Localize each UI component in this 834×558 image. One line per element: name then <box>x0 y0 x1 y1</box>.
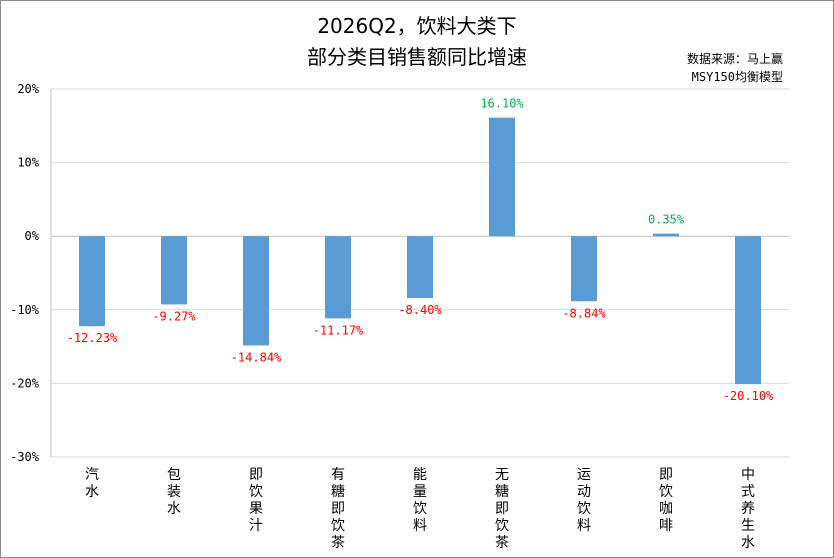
y-tick-label: -10% <box>10 303 40 317</box>
source-note-line2: MSY150均衡模型 <box>692 70 783 84</box>
data-label: -14.84% <box>231 350 282 364</box>
x-category-label: 即饮果汁 <box>249 467 263 534</box>
data-label: 0.35% <box>648 213 685 227</box>
source-note-line1: 数据来源：马上赢 <box>687 51 783 66</box>
x-category-label: 有糖即饮茶 <box>331 467 345 551</box>
data-label: -12.23% <box>67 331 118 345</box>
data-label: 16.10% <box>480 97 524 111</box>
y-tick-label: 10% <box>17 156 39 170</box>
data-label: -8.84% <box>562 306 606 320</box>
x-category-label: 无糖即饮茶 <box>495 467 509 551</box>
bar <box>243 236 269 346</box>
bar <box>407 236 433 299</box>
bar <box>735 236 761 385</box>
y-tick-label: -20% <box>10 376 40 390</box>
data-label: -9.27% <box>152 309 196 323</box>
x-category-label: 包装水 <box>167 467 181 517</box>
bar <box>489 117 515 237</box>
x-category-label: 运动饮料 <box>577 467 591 534</box>
data-label: -8.40% <box>398 303 442 317</box>
chart-title-line2: 部分类目销售额同比增速 <box>307 45 527 69</box>
data-label: -20.10% <box>723 389 774 403</box>
data-label: -11.17% <box>313 323 364 337</box>
bar <box>653 233 679 237</box>
y-tick-label: -30% <box>10 450 40 464</box>
y-axis-ticks: -30% -20% -10% 0% 10% 20% <box>10 82 40 464</box>
y-tick-label: 20% <box>17 82 39 96</box>
bar <box>571 236 597 302</box>
x-category-label: 能量饮料 <box>413 467 427 534</box>
data-labels: -12.23% -9.27% -14.84% -11.17% -8.40% 16.10% -… <box>67 97 774 403</box>
x-category-label: 中式养生水 <box>741 467 755 551</box>
bar <box>79 236 105 327</box>
x-category-label: 即饮咖啡 <box>659 467 673 534</box>
y-tick-label: 0% <box>25 229 40 243</box>
x-category-label: 汽水 <box>85 467 99 500</box>
bar <box>161 236 187 305</box>
bars <box>79 117 761 385</box>
x-axis-categories: 汽水 包装水 即饮果汁 有糖即饮茶 能量饮料 无糖即饮茶 运动饮料 即饮咖啡 中式养生水 <box>85 467 755 551</box>
bar <box>325 236 351 319</box>
chart-title-line1: 2026Q2，饮料大类下 <box>317 14 516 38</box>
